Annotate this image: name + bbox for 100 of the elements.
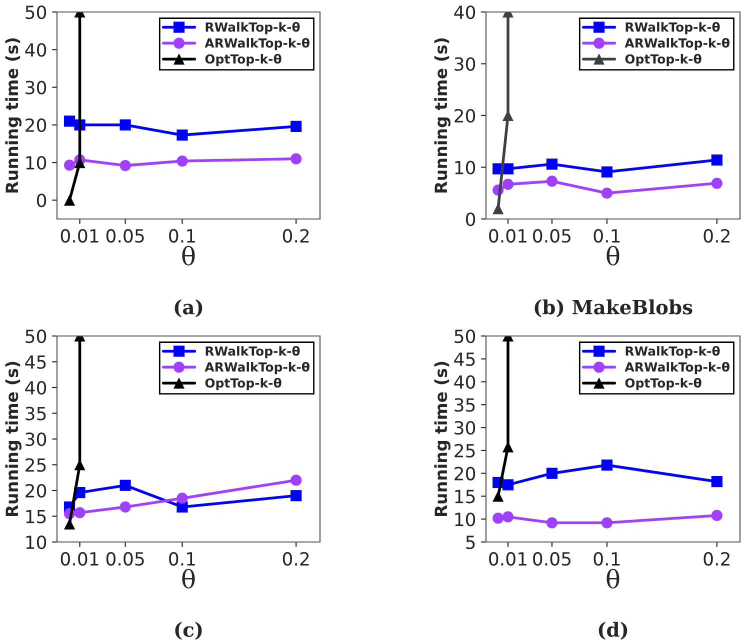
y-tick-label: 50 bbox=[26, 329, 46, 344]
x-tick-label: 0.2 bbox=[282, 229, 309, 243]
y-tick-label: 25 bbox=[26, 458, 46, 472]
x-tick-label: 0.1 bbox=[594, 229, 620, 243]
legend-label: OptTop-k-θ bbox=[625, 54, 702, 66]
point bbox=[546, 517, 558, 528]
x-tick-label: 0.2 bbox=[704, 229, 730, 243]
x-tick-label: 0.01 bbox=[60, 552, 98, 566]
x-tick-label: 0.1 bbox=[594, 552, 620, 566]
y-tick-label: 10 bbox=[455, 512, 476, 526]
point bbox=[74, 507, 86, 518]
y-tick-label: 10 bbox=[26, 156, 46, 170]
point bbox=[176, 155, 188, 167]
point bbox=[502, 479, 514, 490]
y-tick-label: 40 bbox=[454, 5, 476, 20]
x-axis-title: θ bbox=[182, 246, 195, 266]
legend-label: OptTop-k-θ bbox=[625, 378, 702, 390]
point bbox=[64, 116, 76, 127]
point bbox=[492, 490, 504, 502]
legend-label: ARWalkTop-k-θ bbox=[624, 38, 730, 50]
y-tick-label: 25 bbox=[454, 444, 475, 458]
x-tick-label: 0.1 bbox=[169, 229, 195, 243]
point bbox=[601, 460, 613, 471]
x-tick-label: 0.05 bbox=[533, 229, 570, 243]
x-tick-label: 0.2 bbox=[282, 552, 309, 566]
point bbox=[711, 178, 722, 189]
y-tick-label: 40 bbox=[25, 43, 46, 57]
y-tick-label: 45 bbox=[454, 352, 475, 366]
point bbox=[601, 166, 613, 178]
point bbox=[176, 130, 188, 141]
legend-label: OptTop-k-θ bbox=[205, 54, 282, 66]
point bbox=[546, 468, 558, 479]
point bbox=[711, 510, 722, 522]
point bbox=[546, 158, 558, 170]
y-tick-label: 45 bbox=[25, 355, 46, 369]
point bbox=[120, 160, 131, 172]
y-tick-label: 40 bbox=[25, 380, 46, 395]
text: (b) MakeBlobs bbox=[534, 299, 692, 318]
point bbox=[120, 119, 131, 130]
point bbox=[502, 511, 514, 522]
text: (c) bbox=[175, 622, 202, 640]
y-tick-label: 30 bbox=[454, 57, 476, 71]
point bbox=[290, 120, 302, 132]
x-tick-label: 0.01 bbox=[489, 552, 526, 566]
y-axis-title: Running time (s) bbox=[434, 362, 451, 516]
legend-label: RWalkTop-k-θ bbox=[206, 22, 300, 34]
y-tick-label: 30 bbox=[26, 80, 46, 94]
x-axis-title: θ bbox=[606, 246, 620, 266]
x-axis-title: θ bbox=[182, 568, 195, 588]
legend-label: RWalkTop-k-θ bbox=[626, 346, 720, 358]
y-axis-title: Running time (s) bbox=[5, 362, 22, 516]
y-tick-label: 15 bbox=[455, 490, 475, 504]
point bbox=[64, 194, 76, 206]
point bbox=[711, 476, 722, 488]
point bbox=[290, 474, 302, 486]
x-axis-title: θ bbox=[606, 568, 620, 588]
y-axis-title: Running time (s) bbox=[434, 38, 451, 192]
point bbox=[120, 501, 131, 513]
x-tick-label: 0.01 bbox=[489, 229, 526, 243]
legend-label: ARWalkTop-k-θ bbox=[624, 362, 730, 374]
point bbox=[290, 153, 302, 164]
x-tick-label: 0.05 bbox=[106, 552, 144, 566]
point bbox=[64, 518, 76, 530]
y-tick-label: 50 bbox=[454, 329, 476, 344]
point bbox=[601, 188, 613, 199]
y-tick-label: 10 bbox=[455, 160, 476, 174]
legend-label: RWalkTop-k-θ bbox=[626, 22, 720, 34]
point bbox=[290, 490, 302, 502]
y-tick-label: 35 bbox=[454, 398, 475, 412]
x-tick-label: 0.1 bbox=[169, 552, 195, 566]
legend-label: ARWalkTop-k-θ bbox=[204, 362, 310, 374]
y-tick-label: 30 bbox=[26, 432, 46, 446]
y-tick-label: 35 bbox=[26, 406, 46, 420]
y-tick-label: 20 bbox=[26, 118, 46, 132]
y-tick-label: 50 bbox=[26, 5, 46, 20]
x-tick-label: 0.2 bbox=[704, 552, 730, 566]
point bbox=[492, 203, 504, 214]
point bbox=[492, 512, 504, 524]
text: (d) bbox=[598, 622, 628, 640]
y-tick-label: 10 bbox=[26, 535, 46, 550]
legend-label: RWalkTop-k-θ bbox=[206, 346, 300, 358]
y-tick-label: 15 bbox=[26, 510, 46, 524]
x-tick-label: 0.01 bbox=[60, 229, 98, 243]
legend-label: ARWalkTop-k-θ bbox=[204, 38, 310, 50]
x-tick-label: 0.05 bbox=[533, 552, 570, 566]
point bbox=[502, 178, 514, 190]
y-tick-label: 30 bbox=[454, 421, 476, 435]
x-tick-label: 0.05 bbox=[106, 229, 144, 243]
y-tick-label: 40 bbox=[454, 375, 476, 389]
y-tick-label: 20 bbox=[454, 466, 476, 480]
y-tick-label: 5 bbox=[466, 536, 475, 550]
point bbox=[176, 492, 188, 504]
point bbox=[546, 176, 558, 187]
y-tick-label: 0 bbox=[36, 194, 46, 208]
point bbox=[711, 154, 722, 166]
legend-label: OptTop-k-θ bbox=[205, 378, 282, 390]
text: (a) bbox=[174, 299, 202, 318]
y-tick-label: 20 bbox=[454, 108, 476, 123]
y-tick-label: 0 bbox=[466, 212, 476, 226]
y-tick-label: 20 bbox=[26, 484, 46, 498]
